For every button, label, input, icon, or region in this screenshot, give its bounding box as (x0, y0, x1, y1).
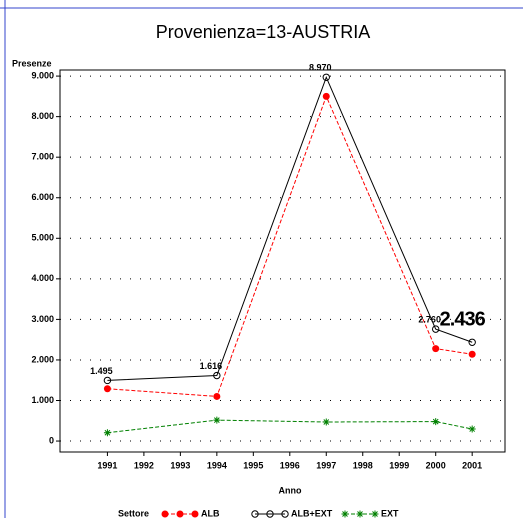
point (176, 510, 184, 518)
x-tick-label: 2000 (426, 460, 446, 470)
x-tick-label: 1999 (389, 460, 409, 470)
point (371, 510, 379, 518)
y-tick-label: 9.000 (31, 70, 54, 80)
point (322, 92, 330, 100)
data-label: 1.495 (90, 366, 113, 376)
series-line (107, 75, 473, 381)
legend-label: ALB (201, 508, 220, 518)
x-tick-label: 1995 (243, 460, 263, 470)
point (266, 510, 274, 518)
x-tick-label: 1997 (316, 460, 336, 470)
data-label: 8.970 (309, 63, 332, 73)
y-tick-label: 2.000 (31, 354, 54, 364)
series-line (107, 95, 473, 397)
point (468, 350, 476, 358)
legend-title: Settore (118, 508, 149, 518)
point (322, 418, 330, 426)
point (468, 338, 476, 346)
point (432, 345, 440, 353)
y-tick-label: 4.000 (31, 273, 54, 283)
point (341, 510, 349, 518)
point (356, 510, 364, 518)
series-line (107, 419, 473, 434)
data-label: 2.760 (418, 315, 441, 325)
y-tick-label: 3.000 (31, 314, 54, 324)
y-axis-label: Presenze (12, 58, 52, 68)
point (213, 416, 221, 424)
legend-label: EXT (381, 508, 399, 518)
point (191, 510, 199, 518)
chart-title: Provenienza=13-AUSTRIA (156, 22, 371, 42)
legend-label: ALB+EXT (291, 508, 333, 518)
point (432, 418, 440, 426)
point (213, 392, 221, 400)
x-tick-label: 1993 (170, 460, 190, 470)
x-tick-label: 2001 (462, 460, 482, 470)
point (431, 325, 440, 333)
point (103, 429, 111, 437)
x-axis-label: Anno (279, 485, 302, 495)
x-tick-label: 1998 (353, 460, 373, 470)
x-tick-label: 1991 (97, 460, 117, 470)
x-tick-label: 1996 (280, 460, 300, 470)
point (251, 510, 259, 518)
plot-frame (59, 69, 506, 453)
y-tick-label: 5.000 (31, 233, 54, 243)
y-tick-label: 8.000 (31, 111, 54, 121)
y-tick-label: 0 (49, 435, 54, 445)
point (103, 376, 112, 385)
point (103, 385, 111, 393)
point (213, 371, 221, 380)
data-label: 1.616 (200, 361, 223, 371)
data-label: 2.436 (440, 309, 486, 331)
point (322, 73, 330, 81)
y-tick-label: 7.000 (31, 152, 54, 162)
point (161, 510, 169, 518)
y-tick-label: 1.000 (31, 395, 54, 405)
x-tick-label: 1994 (207, 460, 227, 470)
x-tick-label: 1992 (134, 460, 154, 470)
y-tick-label: 6.000 (31, 192, 54, 202)
point (468, 425, 476, 433)
point (281, 510, 289, 518)
